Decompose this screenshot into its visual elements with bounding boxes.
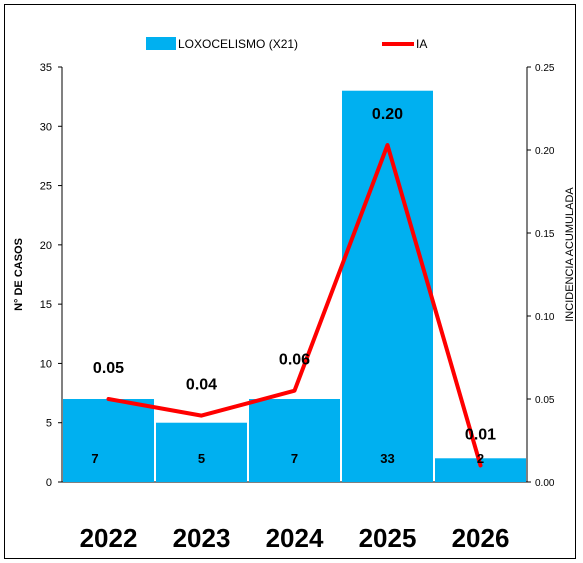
- legend-swatch-bar: [146, 37, 176, 50]
- bar-value-label: 2: [477, 451, 484, 466]
- bar-value-label: 33: [380, 451, 394, 466]
- legend-label-bar: LOXOCELISMO (X21): [178, 37, 298, 51]
- ia-value-label: 0.01: [465, 426, 496, 443]
- bar-value-label: 5: [198, 451, 205, 466]
- y-left-tick-label: 20: [40, 240, 52, 252]
- y-right-axis-title: INCIDENCIA ACUMULADA: [564, 187, 576, 322]
- legend: LOXOCELISMO (X21) IA: [146, 37, 427, 51]
- y-right-tick-label: 0.15: [535, 229, 555, 240]
- ia-value-label: 0.05: [93, 360, 124, 377]
- x-category-label: 2023: [173, 523, 231, 553]
- y-left-axis-title: N° DE CASOS: [13, 238, 25, 311]
- x-category-label: 2022: [80, 523, 138, 553]
- bar-2025: [342, 90, 433, 482]
- labels-group: 7 5 7 33 2 0.05 0.04 0.06 0.20 0.01: [91, 106, 496, 466]
- y-right-tick-label: 0.25: [535, 63, 555, 74]
- bars-group: [63, 90, 526, 482]
- axes-group: 051015202530350.000.050.100.150.200.25N°…: [13, 62, 576, 553]
- x-category-label: 2024: [266, 523, 324, 553]
- y-left-tick-label: 0: [46, 477, 52, 489]
- y-right-tick-label: 0.00: [535, 478, 555, 489]
- bar-2023: [156, 422, 247, 482]
- bar-2024: [249, 399, 340, 482]
- bar-2026: [435, 458, 526, 482]
- ia-value-label: 0.06: [279, 352, 310, 369]
- y-left-tick-label: 10: [40, 358, 52, 370]
- y-left-tick-label: 25: [40, 181, 52, 193]
- y-right-tick-label: 0.10: [535, 312, 555, 323]
- ia-value-label: 0.04: [186, 377, 217, 394]
- y-left-tick-label: 15: [40, 299, 52, 311]
- bar-value-label: 7: [291, 451, 298, 466]
- bar-value-label: 7: [91, 451, 98, 466]
- legend-label-line: IA: [416, 37, 427, 51]
- ia-value-label: 0.20: [372, 106, 403, 123]
- y-right-tick-label: 0.05: [535, 395, 555, 406]
- y-left-tick-label: 30: [40, 121, 52, 133]
- x-category-label: 2025: [359, 523, 417, 553]
- y-right-tick-label: 0.20: [535, 146, 555, 157]
- bar-2022: [63, 399, 154, 482]
- ia-line: [106, 143, 483, 468]
- y-left-tick-label: 35: [40, 62, 52, 74]
- y-left-tick-label: 5: [46, 418, 52, 430]
- line-series-group: [106, 143, 483, 468]
- x-category-label: 2026: [452, 523, 510, 553]
